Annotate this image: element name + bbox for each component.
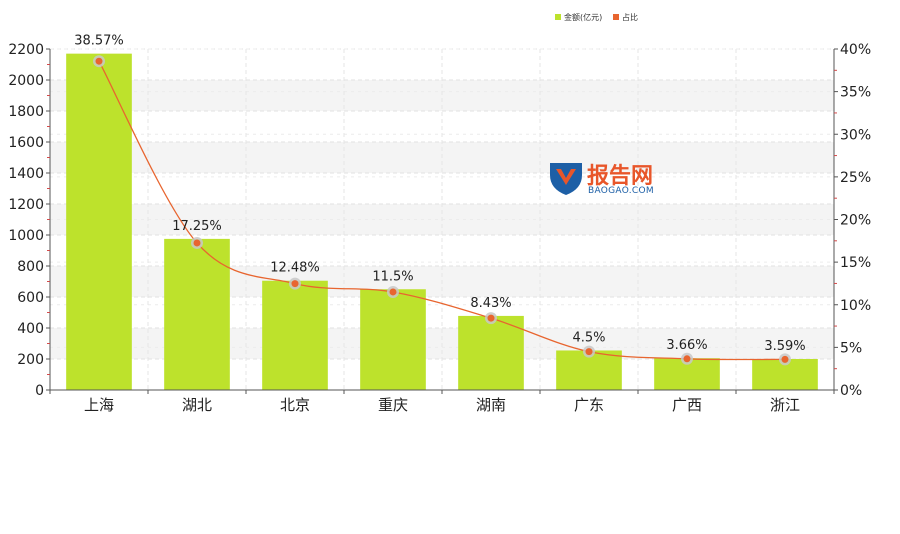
right-tick-label: 5% [840,340,862,356]
bar-series [66,53,818,391]
line-series: 38.57% 17.25% 12.48% 11.5% 8.43% 4.5% 3.66% 3.5… [74,34,806,366]
left-tick-label: 1400 [8,166,44,182]
right-tick-label: 25% [840,170,871,186]
watermark-brand: 报告网 [587,164,653,189]
right-tick-label: 35% [840,85,871,101]
left-tick-label: 2000 [8,73,44,89]
left-tick-label: 1000 [8,228,44,244]
data-label-7: 3.66% [666,338,707,353]
right-tick-label: 0% [840,383,862,399]
data-label-6: 4.5% [572,330,605,345]
x-category-label: 北京 [280,396,310,414]
bar-1 [66,53,132,391]
left-tick-label: 1600 [8,135,44,151]
axes: 0 200 400 600 800 1000 1200 1400 1600 1800 2000 220… [8,42,871,414]
point-1 [95,57,103,65]
bar-2 [164,238,230,390]
point-4 [389,288,397,296]
x-category-label: 重庆 [378,396,408,414]
right-tick-label: 20% [840,213,871,229]
ratio-line [98,60,786,361]
baogao-watermark: 报告网 BAOGAO.COM [550,163,654,196]
x-category-label: 湖北 [182,396,212,414]
left-tick-label: 800 [17,259,44,275]
left-tick-label: 200 [17,352,44,368]
bar-4 [360,289,426,390]
data-label-5: 8.43% [470,296,511,311]
left-tick-label: 400 [17,321,44,337]
legend-swatch-line [613,14,619,20]
data-label-2: 17.25% [172,219,222,234]
x-category-label: 湖南 [476,396,506,414]
x-category-label: 广东 [574,396,604,414]
point-3 [291,280,299,288]
data-label-3: 12.48% [270,261,320,276]
point-7 [683,355,691,363]
right-tick-label: 10% [840,298,871,314]
legend-label-line: 占比 [622,12,638,22]
left-tick-label: 2200 [8,42,44,58]
right-tick-label: 15% [840,255,871,271]
legend: 金额(亿元) 占比 [555,12,638,22]
logo-v-mark-icon [556,169,576,185]
point-5 [487,314,495,322]
data-label-4: 11.5% [372,269,413,284]
legend-label-bar: 金额(亿元) [564,12,602,22]
left-tick-label: 600 [17,290,44,306]
x-category-label: 广西 [672,396,702,414]
legend-swatch-bar [555,14,561,20]
x-category-label: 浙江 [770,396,800,414]
gridlines [50,48,834,391]
point-8 [781,355,789,363]
right-tick-label: 40% [840,42,871,58]
bar-3 [262,280,328,390]
right-tick-label: 30% [840,127,871,143]
left-tick-label: 0 [35,383,44,399]
point-2 [193,239,201,247]
left-tick-label: 1200 [8,197,44,213]
watermark-site: BAOGAO.COM [588,186,654,196]
x-category-label: 上海 [84,396,114,414]
data-label-1: 38.57% [74,34,124,49]
bar-5 [458,315,524,390]
data-label-8: 3.59% [764,339,805,354]
point-6 [585,348,593,356]
left-tick-label: 1800 [8,104,44,120]
